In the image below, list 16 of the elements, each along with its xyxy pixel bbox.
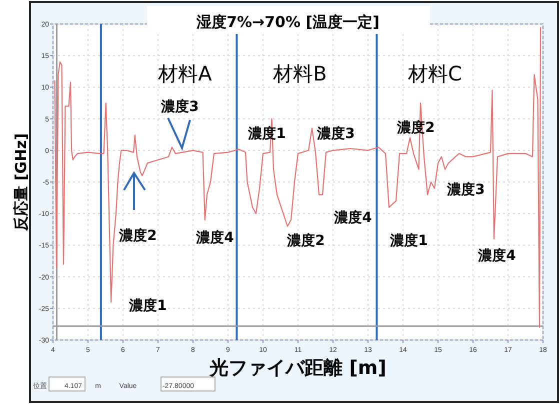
annotation: 濃度4 — [477, 246, 516, 264]
annotation: 濃度3 — [446, 180, 485, 198]
y-axis-title: 反応量 [GHz] — [12, 133, 30, 232]
annotation: 濃度2 — [286, 232, 325, 249]
x-axis-title: 光ファイバ距離 [m] — [208, 357, 386, 379]
annotation: 材料A — [157, 61, 212, 86]
annotation: 濃度1 — [128, 296, 167, 314]
annotation: 濃度3 — [160, 98, 199, 115]
annotation: 濃度3 — [316, 124, 355, 142]
annotation: 濃度4 — [333, 208, 372, 226]
annotation: 濃度2 — [118, 226, 157, 244]
annotation: 材料C — [407, 61, 462, 86]
annotation: 材料B — [272, 61, 327, 86]
chart-title: 湿度7%→70% [温度一定] — [196, 13, 380, 31]
annotation: 濃度1 — [389, 232, 428, 249]
annotation: 濃度4 — [195, 228, 234, 246]
